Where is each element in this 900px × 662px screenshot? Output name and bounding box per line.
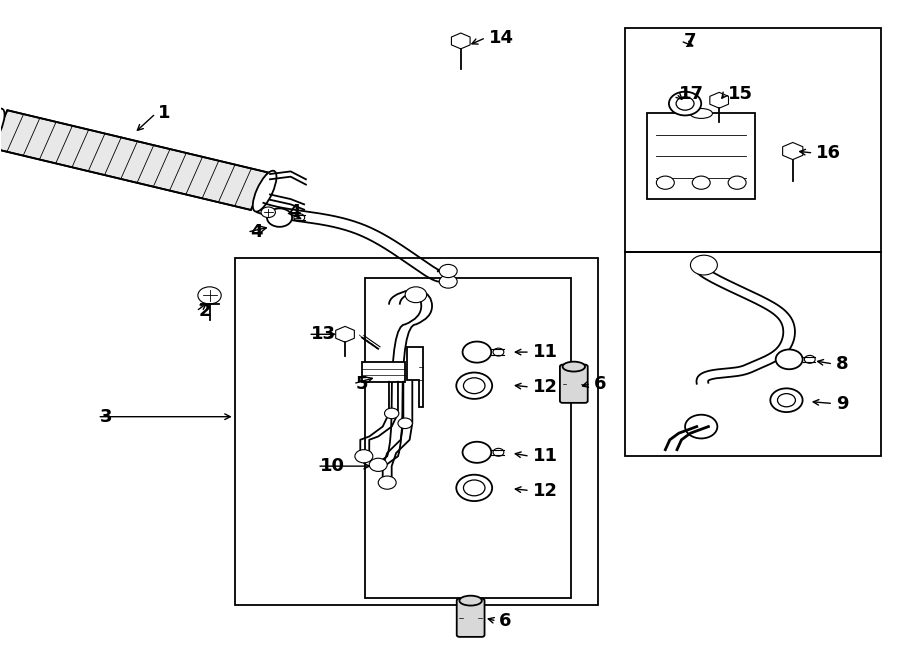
Ellipse shape (0, 109, 4, 150)
Circle shape (776, 350, 803, 369)
Circle shape (463, 342, 491, 363)
Circle shape (464, 378, 485, 394)
Circle shape (369, 458, 387, 471)
Circle shape (456, 373, 492, 399)
Text: 13: 13 (310, 325, 336, 344)
Circle shape (456, 475, 492, 501)
Circle shape (439, 264, 457, 277)
Circle shape (267, 209, 293, 227)
Polygon shape (336, 326, 355, 342)
Text: 12: 12 (533, 481, 557, 500)
Bar (362, 362, 405, 382)
Circle shape (405, 287, 427, 303)
Bar (625, 252, 881, 456)
Ellipse shape (459, 596, 482, 606)
Text: 14: 14 (489, 28, 514, 46)
Text: 1: 1 (158, 105, 171, 122)
Circle shape (778, 394, 796, 407)
Circle shape (692, 176, 710, 189)
Polygon shape (783, 142, 803, 160)
Text: 4: 4 (250, 223, 263, 241)
Text: 15: 15 (728, 85, 753, 103)
Polygon shape (0, 111, 267, 210)
Text: 17: 17 (679, 85, 704, 103)
Text: 7: 7 (683, 32, 696, 50)
Circle shape (656, 176, 674, 189)
FancyBboxPatch shape (560, 365, 588, 403)
Bar (625, 28, 881, 252)
Circle shape (355, 449, 373, 463)
Circle shape (770, 389, 803, 412)
Polygon shape (710, 93, 728, 108)
Ellipse shape (690, 109, 713, 118)
Text: 5: 5 (356, 375, 368, 393)
Text: 11: 11 (533, 448, 557, 465)
Bar (647, 113, 755, 199)
Circle shape (398, 418, 412, 428)
Circle shape (261, 207, 275, 218)
Circle shape (685, 414, 717, 438)
Ellipse shape (253, 171, 276, 212)
Circle shape (464, 480, 485, 496)
FancyBboxPatch shape (456, 598, 484, 637)
Circle shape (493, 448, 504, 456)
Circle shape (676, 97, 694, 110)
Text: 9: 9 (836, 395, 849, 412)
Polygon shape (407, 348, 423, 407)
Circle shape (463, 442, 491, 463)
Ellipse shape (562, 361, 585, 371)
Circle shape (669, 92, 701, 115)
Circle shape (384, 408, 399, 418)
Circle shape (198, 287, 221, 304)
Circle shape (439, 275, 457, 288)
Text: 6: 6 (594, 375, 606, 393)
Circle shape (690, 255, 717, 275)
Circle shape (294, 214, 305, 222)
Polygon shape (452, 33, 470, 49)
Bar (235, 258, 598, 604)
Circle shape (493, 348, 504, 356)
Circle shape (378, 476, 396, 489)
Circle shape (728, 176, 746, 189)
Text: 10: 10 (320, 457, 345, 475)
Text: 2: 2 (199, 303, 212, 320)
Text: 12: 12 (533, 378, 557, 396)
Bar (364, 278, 572, 598)
Text: 16: 16 (816, 144, 842, 162)
Text: 3: 3 (100, 408, 112, 426)
Text: 6: 6 (500, 612, 512, 630)
Circle shape (805, 355, 815, 363)
Text: 4: 4 (289, 203, 301, 221)
Text: 8: 8 (836, 355, 849, 373)
Text: 11: 11 (533, 343, 557, 361)
